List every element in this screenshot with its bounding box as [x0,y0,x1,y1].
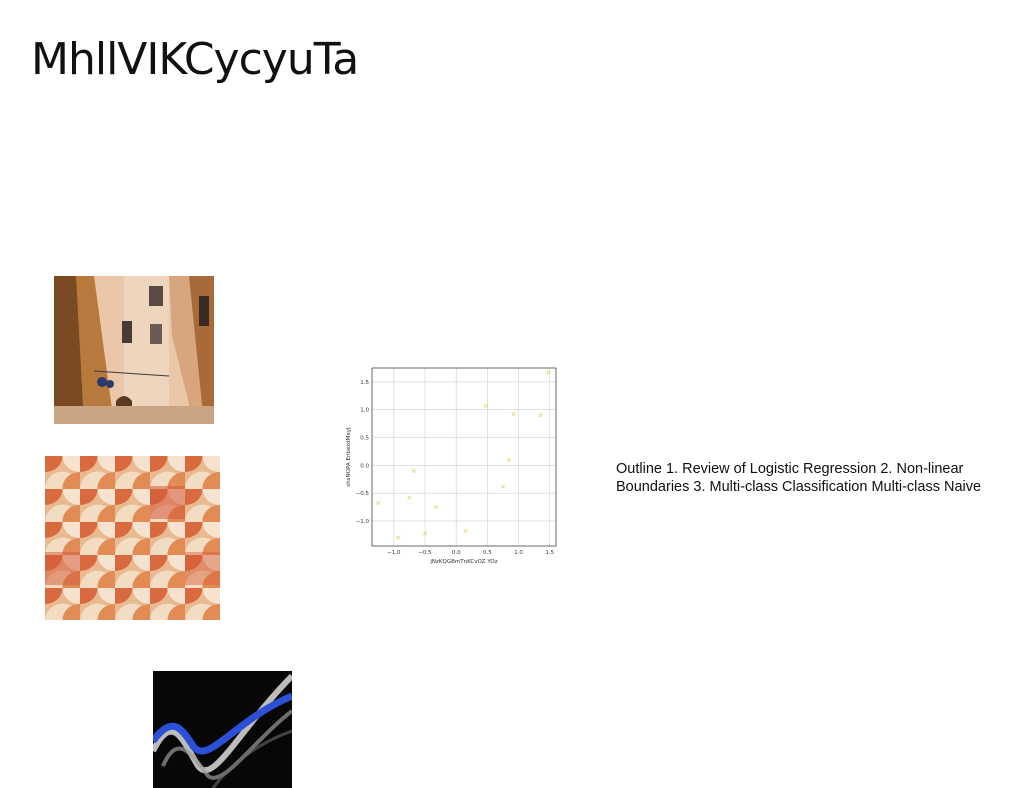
x-tick-label: −1.0 [387,550,401,556]
scatter-point [546,370,551,375]
scatter-point [411,468,416,474]
x-tick-label: 1.0 [514,550,523,556]
scatter-point [434,504,439,510]
y-tick-label: 1.0 [360,408,369,414]
y-tick-label: 0.0 [360,463,369,469]
plot-frame [371,367,557,547]
scatter-chart: −1.0 −0.5 0.0 0.5 1.0 1.5 1.5 1.0 0.5 0.0 −0.5 −1.0… [342,362,564,574]
scatter-point [500,484,506,489]
scatter-point [396,535,401,540]
y-tick-label: 1.5 [360,380,369,386]
alley-street-photo [54,276,214,424]
outline-text: Outline 1. Review of Logistic Regression… [616,461,982,495]
x-tick-label: 1.5 [545,550,554,556]
x-tick-label: −0.5 [418,550,432,556]
slide-title: MhllVIKCycyuTa [31,34,359,85]
abstract-wave-photo [153,671,292,788]
scatter-point [484,403,489,408]
y-tick-label: −1.0 [356,519,370,525]
scatter-point [407,495,412,500]
scatter-point [463,528,468,534]
scatter-point [511,412,516,417]
scatter-chart-svg: −1.0 −0.5 0.0 0.5 1.0 1.5 1.5 1.0 0.5 0.0 −0.5 −1.0… [346,367,557,565]
y-tick-label: −0.5 [356,491,370,497]
tile-pattern-photo [45,456,220,620]
y-axis-label: shsNOPA EnbezdMeyJ [346,427,352,487]
x-axis-label: jNzKQGBmTnKCvOZ YOz [429,559,497,565]
scatter-point [376,501,381,506]
scatter-point [507,457,512,462]
x-tick-label: 0.5 [483,550,492,556]
scatter-point [422,531,428,536]
y-tick-label: 0.5 [360,436,369,442]
scatter-point [538,413,543,418]
x-tick-label: 0.0 [452,550,461,556]
